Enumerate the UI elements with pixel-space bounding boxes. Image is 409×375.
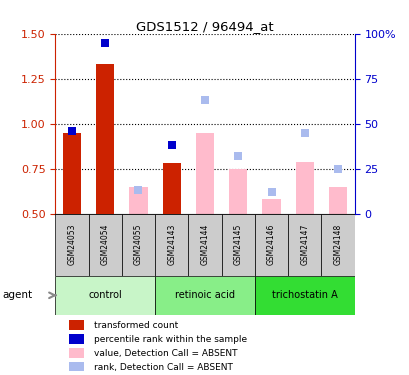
Bar [69, 320, 83, 330]
Bar [155, 276, 254, 315]
Point [301, 130, 307, 136]
Text: GSM24054: GSM24054 [101, 224, 110, 266]
Bar [288, 214, 321, 276]
Point [234, 153, 241, 159]
Bar [221, 214, 254, 276]
Bar [121, 214, 155, 276]
Bar [96, 64, 114, 214]
Text: value, Detection Call = ABSENT: value, Detection Call = ABSENT [94, 349, 237, 358]
Bar [69, 362, 83, 372]
Bar [155, 214, 188, 276]
Point [267, 189, 274, 195]
Title: GDS1512 / 96494_at: GDS1512 / 96494_at [136, 20, 273, 33]
Text: control: control [88, 290, 122, 300]
Text: agent: agent [2, 290, 32, 300]
Bar [229, 169, 247, 214]
Point [168, 142, 175, 148]
Text: percentile rank within the sample: percentile rank within the sample [94, 334, 247, 344]
Bar [196, 133, 213, 214]
Text: GSM24055: GSM24055 [134, 224, 143, 266]
Text: trichostatin A: trichostatin A [271, 290, 337, 300]
Bar [321, 214, 354, 276]
Text: GSM24144: GSM24144 [200, 224, 209, 266]
Bar [129, 187, 147, 214]
Text: GSM24143: GSM24143 [167, 224, 176, 266]
Bar [63, 133, 81, 214]
Text: GSM24145: GSM24145 [233, 224, 242, 266]
Bar [55, 214, 88, 276]
Bar [55, 276, 155, 315]
Bar [162, 164, 180, 214]
Text: GSM24146: GSM24146 [266, 224, 275, 266]
Bar [254, 276, 354, 315]
Bar [69, 348, 83, 358]
Bar [328, 187, 346, 214]
Bar [295, 162, 313, 214]
Bar [88, 214, 121, 276]
Point [135, 188, 142, 194]
Bar [69, 334, 83, 344]
Text: GSM24053: GSM24053 [67, 224, 76, 266]
Text: transformed count: transformed count [94, 321, 178, 330]
Point [102, 40, 108, 46]
Bar [262, 200, 280, 214]
Bar [188, 214, 221, 276]
Bar [254, 214, 288, 276]
Point [334, 166, 340, 172]
Point [201, 98, 208, 104]
Text: rank, Detection Call = ABSENT: rank, Detection Call = ABSENT [94, 363, 233, 372]
Point [69, 128, 75, 134]
Text: retinoic acid: retinoic acid [175, 290, 234, 300]
Text: GSM24147: GSM24147 [299, 224, 308, 266]
Text: GSM24148: GSM24148 [333, 224, 342, 266]
